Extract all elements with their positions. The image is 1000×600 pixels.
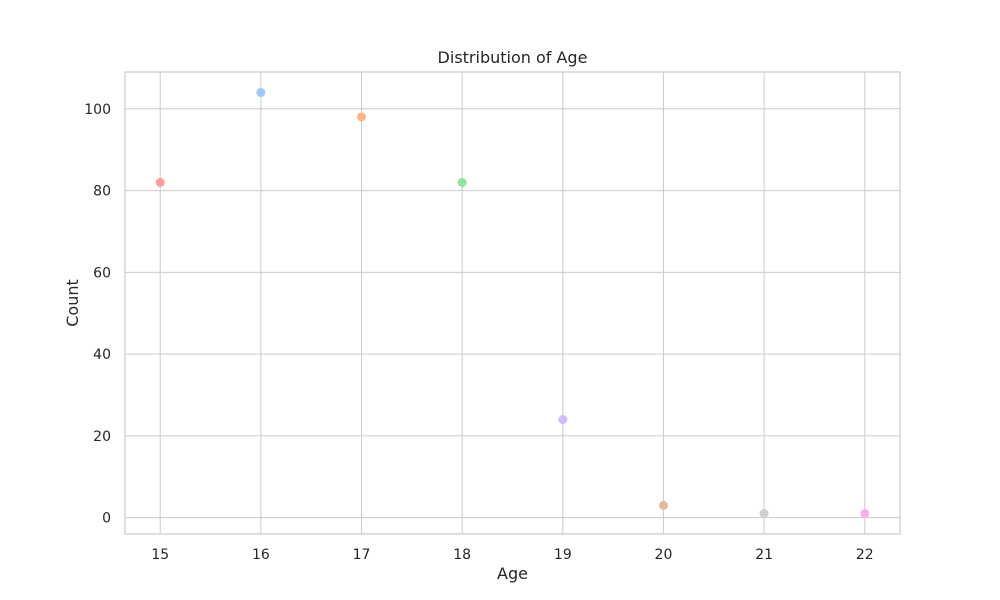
x-tick-label: 17: [353, 547, 371, 563]
x-tick-label: 15: [151, 547, 169, 563]
x-tick-label: 21: [755, 547, 773, 563]
plot-area-frame: [124, 71, 901, 535]
data-point: [658, 500, 668, 510]
x-tick-label: 20: [655, 547, 673, 563]
data-point: [256, 87, 266, 97]
data-point: [155, 177, 165, 187]
data-point: [558, 415, 568, 425]
chart-title: Distribution of Age: [438, 48, 588, 67]
data-point: [357, 112, 367, 122]
data-point: [457, 177, 467, 187]
x-tick-label: 16: [252, 547, 270, 563]
y-tick-label: 40: [93, 347, 111, 363]
x-tick-label: 22: [856, 547, 874, 563]
data-points: [155, 87, 870, 519]
y-axis-label: Count: [63, 279, 82, 327]
y-axis-ticks: 0 20 40 60 80 100: [84, 102, 111, 527]
y-tick-label: 80: [93, 184, 111, 200]
y-tick-label: 100: [84, 102, 111, 118]
data-point: [860, 509, 870, 519]
x-axis-ticks: 15 16 17 18 19 20 21 22: [151, 547, 873, 563]
x-tick-label: 19: [554, 547, 572, 563]
y-tick-label: 0: [102, 511, 111, 527]
y-tick-label: 60: [93, 265, 111, 281]
y-tick-label: 20: [93, 429, 111, 445]
grid-lines: [125, 72, 900, 534]
x-tick-label: 18: [453, 547, 471, 563]
data-point: [759, 509, 769, 519]
x-axis-label: Age: [497, 564, 528, 583]
